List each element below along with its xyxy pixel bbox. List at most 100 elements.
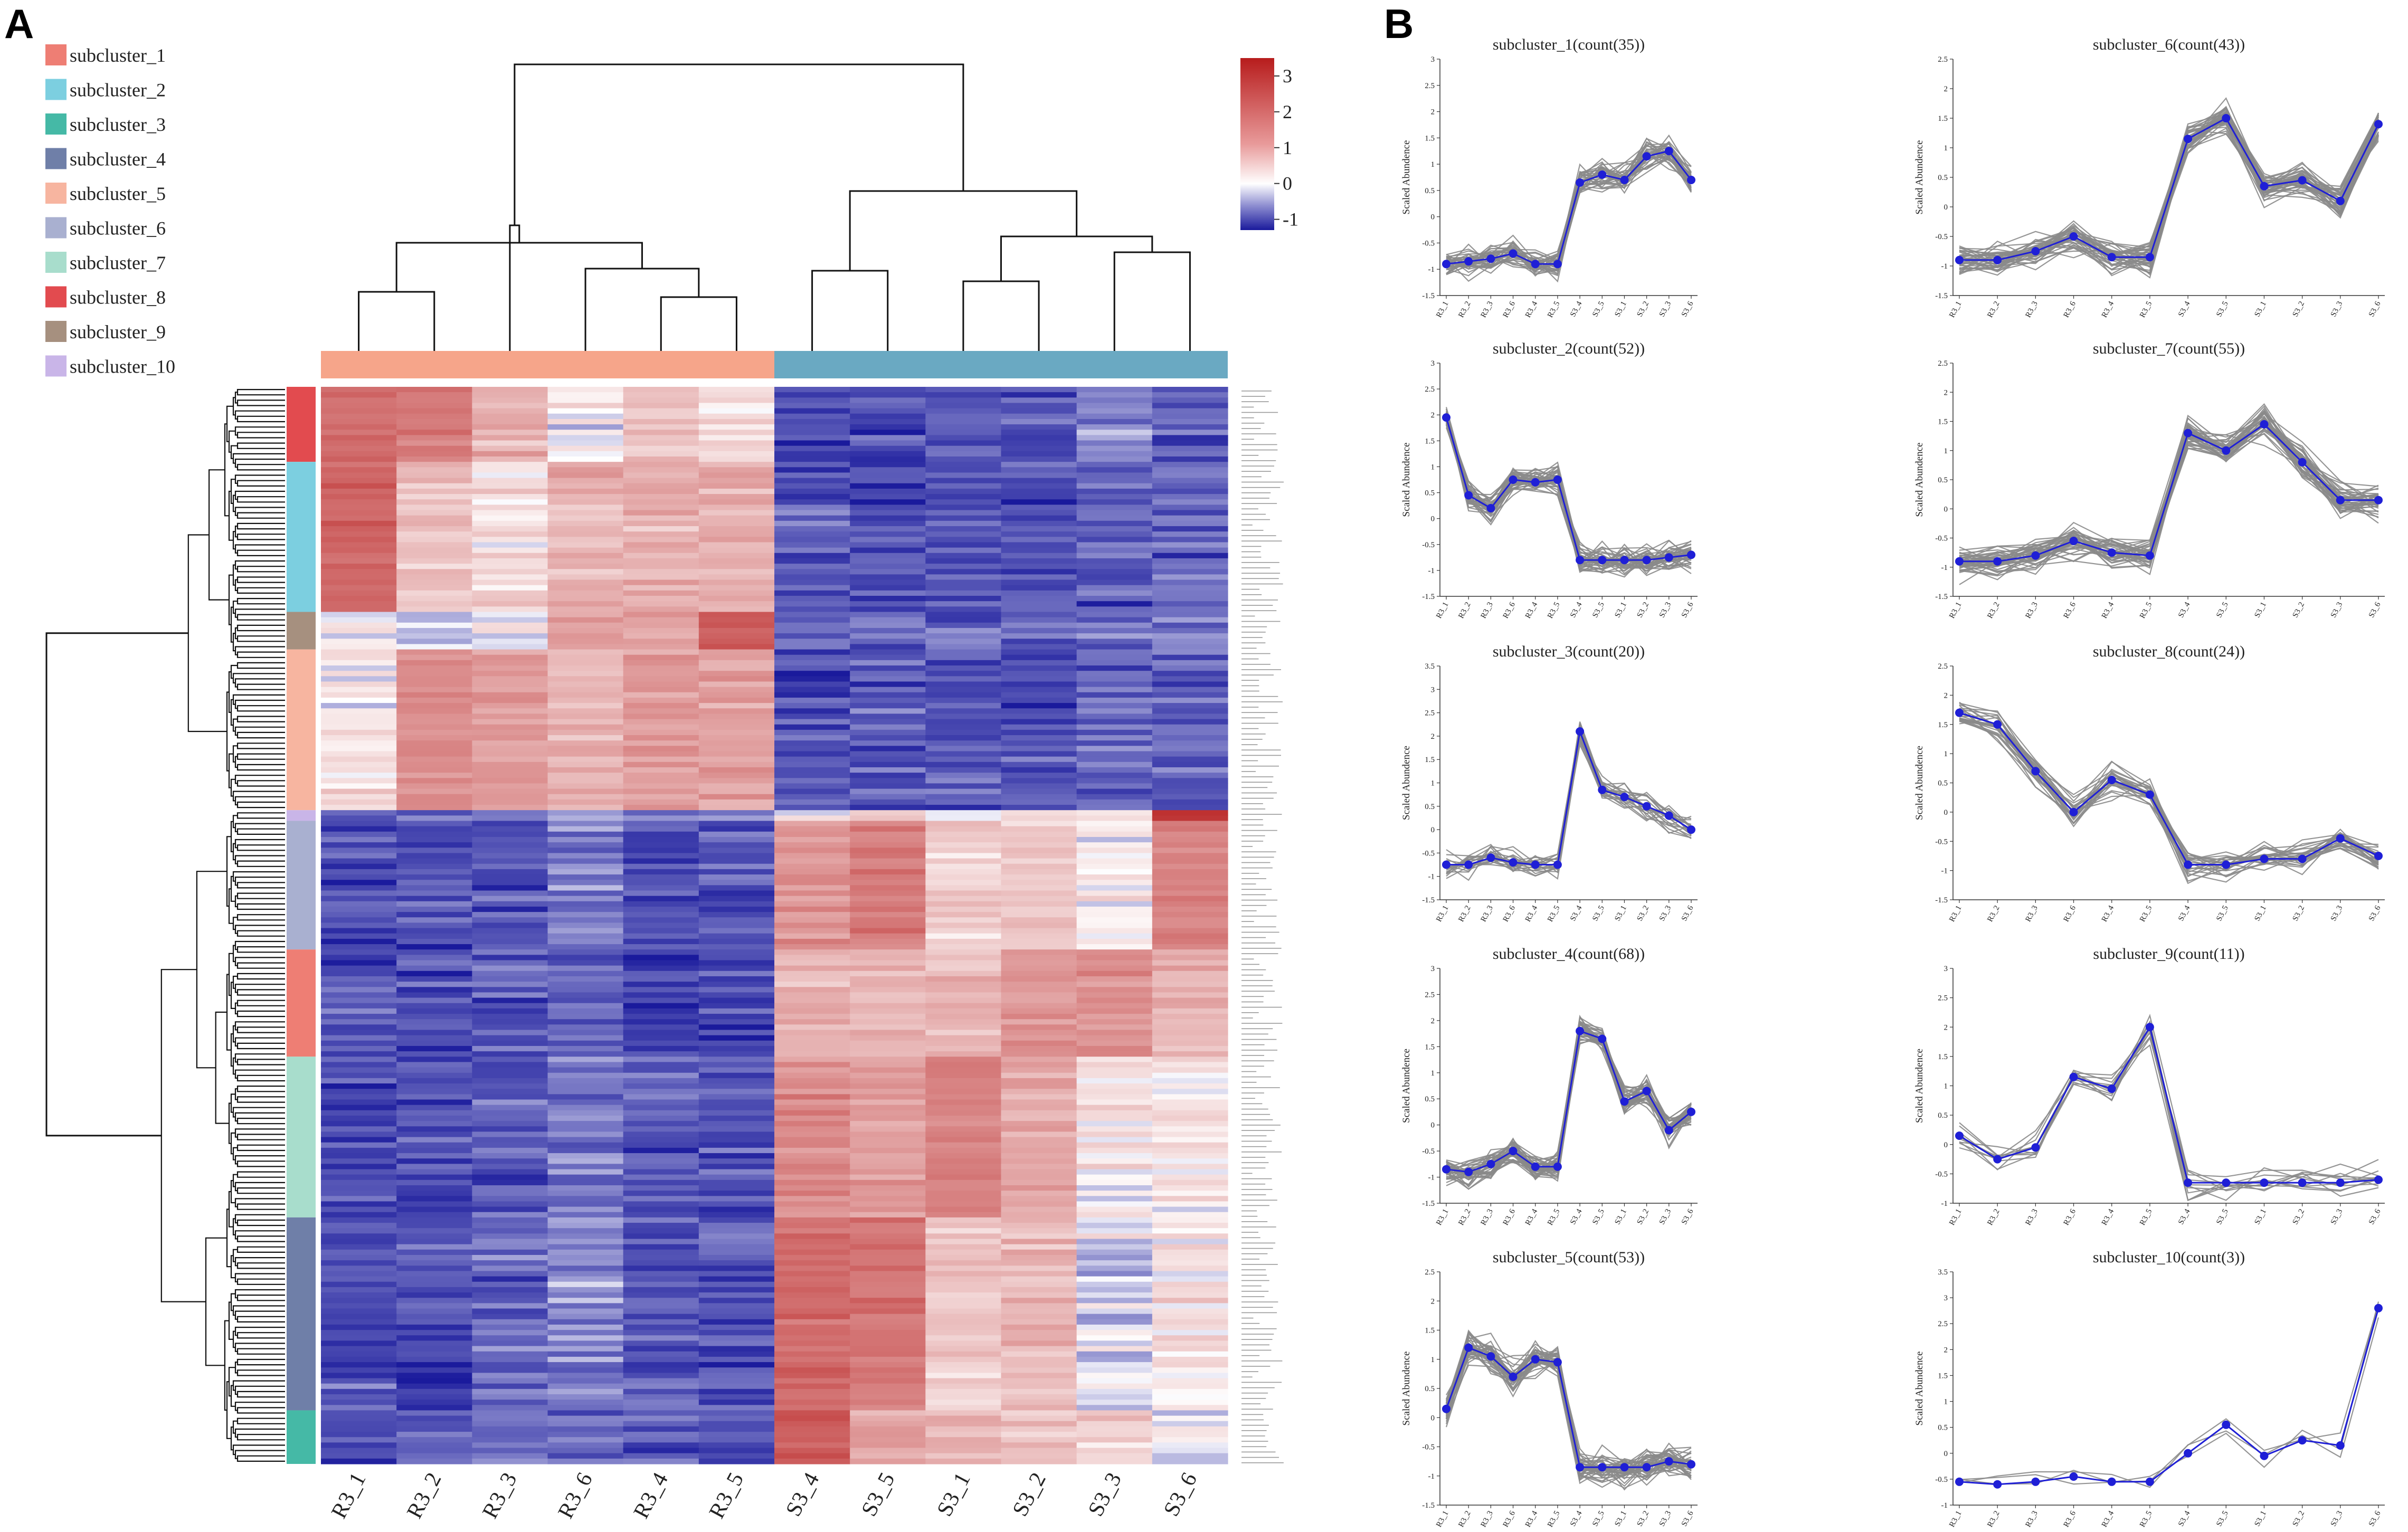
- mean-point: [1642, 152, 1651, 161]
- heatmap-cell: [547, 697, 624, 703]
- heatmap-cell: [1001, 842, 1077, 848]
- heatmap-cell: [472, 778, 548, 784]
- heatmap-cell: [774, 1217, 850, 1223]
- heatmap-cell: [623, 1281, 699, 1288]
- row-dendro-link: [236, 614, 285, 621]
- heatmap-cell: [774, 724, 850, 730]
- heatmap-cell: [925, 654, 1002, 661]
- heatmap-cell: [925, 639, 1002, 644]
- heatmap-cell: [1076, 1298, 1153, 1303]
- heatmap-cell: [472, 788, 548, 795]
- heatmap-cell: [472, 762, 548, 768]
- mean-line: [1446, 728, 1692, 865]
- heatmap-cell: [396, 1051, 472, 1057]
- cluster-bar-segment: [287, 1057, 316, 1217]
- heatmap-cell: [774, 1437, 850, 1443]
- heatmap-cell: [321, 970, 397, 977]
- row-name-mark: [1241, 444, 1277, 445]
- mean-point: [1464, 491, 1473, 500]
- heatmap-cell: [774, 863, 850, 870]
- heatmap-cell: [1076, 762, 1153, 768]
- group-r3: [321, 351, 774, 378]
- mean-point: [1486, 1352, 1495, 1361]
- heatmap-cell: [623, 1164, 699, 1170]
- heatmap-cell: [472, 462, 548, 468]
- heatmap-cell: [396, 1432, 472, 1438]
- heatmap-cell: [1076, 1008, 1153, 1014]
- heatmap-cell: [1001, 821, 1077, 827]
- heatmap-cell: [321, 1249, 397, 1255]
- heatmap-cell: [850, 1437, 926, 1443]
- heatmap-cell: [1152, 826, 1228, 832]
- heatmap-cell: [1076, 751, 1153, 757]
- heatmap-cell: [623, 853, 699, 859]
- mean-point: [1486, 504, 1495, 512]
- heatmap-cell: [623, 617, 699, 623]
- heatmap-cell: [623, 1126, 699, 1133]
- heatmap-cell: [472, 1003, 548, 1009]
- heatmap-cell: [623, 815, 699, 822]
- heatmap-cell: [623, 579, 699, 586]
- heatmap-cell: [623, 1448, 699, 1454]
- heatmap-cell: [1001, 1308, 1077, 1315]
- heatmap-cell: [1152, 387, 1228, 393]
- heatmap-cell: [623, 944, 699, 950]
- heatmap-cell: [925, 1045, 1002, 1052]
- x-tick-label: S3_5: [2215, 904, 2230, 922]
- heatmap-cell: [472, 440, 548, 446]
- heatmap-cell: [472, 1276, 548, 1282]
- heatmap-cell: [774, 826, 850, 832]
- heatmap-cell: [698, 418, 775, 425]
- heatmap-cell: [1076, 606, 1153, 613]
- heatmap-cell: [850, 1153, 926, 1159]
- row-dendro-link: [236, 1203, 285, 1210]
- heatmap-cell: [925, 1121, 1002, 1127]
- heatmap-cell: [925, 617, 1002, 623]
- row-dendro-link: [236, 930, 285, 937]
- heatmap-cell: [850, 633, 926, 639]
- heatmap-cell: [774, 858, 850, 864]
- heatmap-cell: [321, 751, 397, 757]
- heatmap-cell: [925, 697, 1002, 703]
- heatmap-cell: [774, 510, 850, 516]
- heatmap-cell: [1076, 1383, 1153, 1390]
- mean-point: [1664, 1457, 1673, 1466]
- member-line: [1446, 138, 1692, 271]
- heatmap-cell: [547, 831, 624, 838]
- row-name-mark: [1241, 1060, 1274, 1061]
- heatmap-cell: [850, 494, 926, 500]
- heatmap-cell: [321, 494, 397, 500]
- heatmap-cell: [472, 1158, 548, 1164]
- heatmap-cell: [1001, 890, 1077, 897]
- x-tick-label: S3_2: [2291, 1509, 2307, 1528]
- heatmap-cell: [623, 1239, 699, 1245]
- heatmap-cell: [547, 617, 624, 623]
- heatmap-cell: [623, 976, 699, 982]
- heatmap-cell: [1076, 692, 1153, 698]
- y-axis-label: Scaled Abundence: [1401, 746, 1412, 820]
- heatmap-cell: [623, 494, 699, 500]
- heatmap-cell: [698, 1448, 775, 1454]
- heatmap-cell: [547, 1442, 624, 1449]
- heatmap-cell: [1001, 826, 1077, 832]
- heatmap-cell: [547, 1228, 624, 1234]
- heatmap-cell: [850, 1233, 926, 1240]
- heatmap-cell: [1076, 906, 1153, 912]
- heatmap-cell: [1001, 1045, 1077, 1052]
- heatmap-cell: [472, 472, 548, 479]
- heatmap-cell: [1001, 676, 1077, 682]
- heatmap-cell: [547, 553, 624, 559]
- row-name-mark: [1241, 1253, 1268, 1254]
- heatmap-cell: [698, 1003, 775, 1009]
- heatmap-cell: [698, 1415, 775, 1422]
- heatmap-cell: [850, 435, 926, 441]
- y-axis-label: Scaled Abundence: [1401, 443, 1412, 517]
- row-name-mark: [1241, 969, 1266, 970]
- heatmap-cell: [1001, 1265, 1077, 1272]
- row-names: [1241, 391, 1284, 1463]
- heatmap-cell: [321, 1045, 397, 1052]
- heatmap-cell: [321, 982, 397, 987]
- row-name-mark: [1241, 760, 1258, 762]
- mean-point: [2031, 247, 2040, 255]
- heatmap-cell: [774, 1400, 850, 1405]
